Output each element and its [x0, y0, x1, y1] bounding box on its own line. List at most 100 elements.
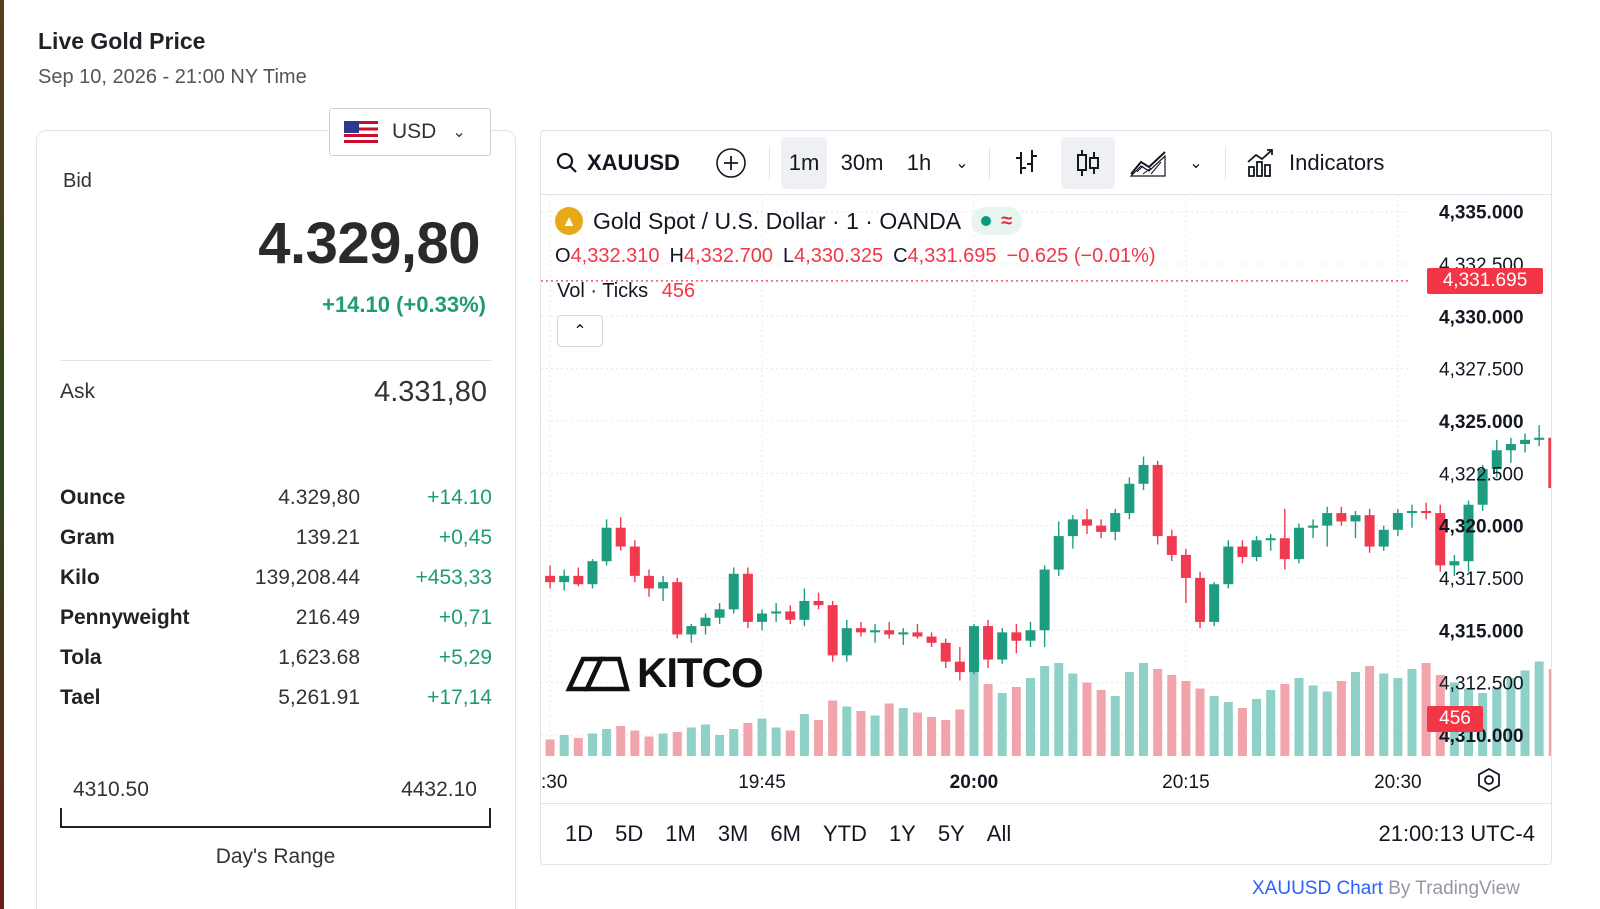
volume-bar	[1336, 681, 1346, 756]
candle-body	[1251, 540, 1262, 558]
symbol-search[interactable]: XAUUSD	[555, 145, 679, 181]
bar-chart-type-button[interactable]	[1007, 141, 1047, 185]
candle-body	[728, 573, 739, 610]
volume-bar	[1266, 690, 1276, 756]
candle-body	[799, 600, 810, 620]
unit-price: 139,208.44	[254, 566, 360, 589]
tradingview-attribution-link[interactable]: XAUUSD Chart By TradingView	[1252, 878, 1520, 900]
candle-body	[1180, 554, 1191, 578]
candle-body	[1534, 437, 1545, 440]
interval-1m[interactable]: 1m	[781, 137, 827, 189]
candle-body	[1110, 513, 1121, 532]
range-tab-1y[interactable]: 1Y	[888, 821, 916, 846]
unit-price-table: Ounce 4.329,80 +14.10 Gram 139.21 +0,45 …	[60, 478, 492, 718]
interval-1h[interactable]: 1h	[906, 150, 932, 175]
range-tab-1m[interactable]: 1M	[665, 821, 696, 846]
currency-select[interactable]: USD ⌄	[329, 108, 491, 156]
candle-body	[601, 527, 612, 562]
candle-body	[1025, 630, 1036, 641]
candle-body	[1067, 519, 1078, 537]
volume-bar	[715, 735, 725, 756]
volume-bar	[969, 669, 979, 756]
range-tab-5y[interactable]: 5Y	[937, 821, 965, 846]
candle-body	[615, 527, 626, 547]
candle-body	[742, 573, 753, 622]
ohlc-bars-icon	[1016, 150, 1037, 174]
volume-bar	[1139, 663, 1149, 756]
currency-label: USD	[392, 120, 437, 143]
volume-bar	[1520, 670, 1530, 756]
interval-dropdown[interactable]: ⌄	[947, 137, 977, 189]
volume-bar	[1393, 678, 1403, 756]
candle-body	[1138, 464, 1149, 484]
volume-value: 456	[661, 280, 696, 302]
candles-chart-type-button[interactable]	[1061, 137, 1115, 189]
last-volume-tag: 456	[1427, 705, 1483, 732]
volume-bar	[545, 739, 555, 756]
volume-bar	[700, 724, 710, 756]
range-tab-1d[interactable]: 1D	[565, 821, 594, 846]
time-range-tabs: 1D 5D 1M 3M 6M YTD 1Y 5Y All	[565, 821, 1011, 847]
volume-bar	[1054, 663, 1064, 756]
volume-bar	[1167, 675, 1177, 756]
interval-30m[interactable]: 30m	[840, 150, 884, 175]
volume-bar	[1322, 691, 1332, 756]
unit-name: Tael	[60, 686, 101, 709]
volume-bar	[1237, 708, 1247, 756]
area-chart-icon	[1129, 151, 1166, 177]
volume-bar	[1534, 661, 1544, 756]
candle-body	[954, 661, 965, 673]
collapse-legend-button[interactable]: ⌃	[557, 315, 603, 347]
data-stream-icon: ≈	[1001, 209, 1013, 232]
candle-body	[714, 609, 725, 618]
chart-type-dropdown[interactable]: ⌄	[1181, 137, 1211, 189]
market-status-pill[interactable]: ≈	[971, 207, 1023, 235]
candle-body	[1392, 513, 1403, 530]
unit-price: 5,261.91	[278, 686, 360, 709]
price-tick-label: 4,322.500	[1439, 464, 1524, 485]
candle-body	[968, 626, 979, 673]
candle-body	[912, 632, 923, 637]
indicators-label: Indicators	[1289, 150, 1385, 175]
compare-add-button[interactable]	[713, 145, 749, 181]
chevron-up-icon: ⌃	[573, 323, 587, 340]
volume-bar	[743, 723, 753, 756]
range-tab-ytd[interactable]: YTD	[822, 821, 867, 846]
bid-label: Bid	[63, 170, 92, 192]
unit-name: Gram	[60, 526, 115, 549]
candle-body	[559, 575, 570, 583]
candle-body	[1463, 504, 1474, 562]
volume-bar	[686, 727, 696, 756]
volume-bar	[997, 693, 1007, 756]
page-title: Live Gold Price	[38, 28, 206, 54]
candle-body	[1548, 437, 1551, 488]
range-tab-6m[interactable]: 6M	[770, 821, 801, 846]
candle-body	[855, 628, 866, 633]
volume-bar	[1280, 684, 1290, 756]
volume-bar	[828, 700, 838, 756]
indicators-button[interactable]: Indicators	[1245, 141, 1384, 185]
area-chart-type-button[interactable]	[1127, 141, 1171, 185]
range-tab-5d[interactable]: 5D	[615, 821, 644, 846]
candle-body	[1406, 510, 1417, 514]
volume-bar	[1421, 663, 1431, 756]
range-tab-all[interactable]: All	[986, 821, 1012, 846]
volume-bar	[1365, 666, 1375, 756]
candle-body	[827, 605, 838, 656]
volume-bar	[1082, 682, 1092, 756]
volume-bar	[1153, 669, 1163, 756]
range-tab-3m[interactable]: 3M	[717, 821, 749, 846]
volume-bar	[927, 717, 937, 756]
volume-bar	[856, 711, 866, 756]
unit-row: Kilo 139,208.44 +453,33	[60, 558, 492, 598]
chart-clock[interactable]: 21:00:13 UTC-4	[1378, 821, 1535, 846]
chart-settings-icon[interactable]	[1475, 766, 1503, 794]
price-card	[36, 130, 516, 909]
candlestick-chart[interactable]: 4,335.0004,332.5004,330.0004,327.5004,32…	[541, 195, 1552, 795]
unit-row: Tola 1,623.68 +5,29	[60, 638, 492, 678]
volume-bar	[785, 730, 795, 756]
volume-bar	[898, 708, 908, 756]
price-tick-label: 4,320.000	[1439, 517, 1524, 538]
divider	[541, 803, 1551, 804]
